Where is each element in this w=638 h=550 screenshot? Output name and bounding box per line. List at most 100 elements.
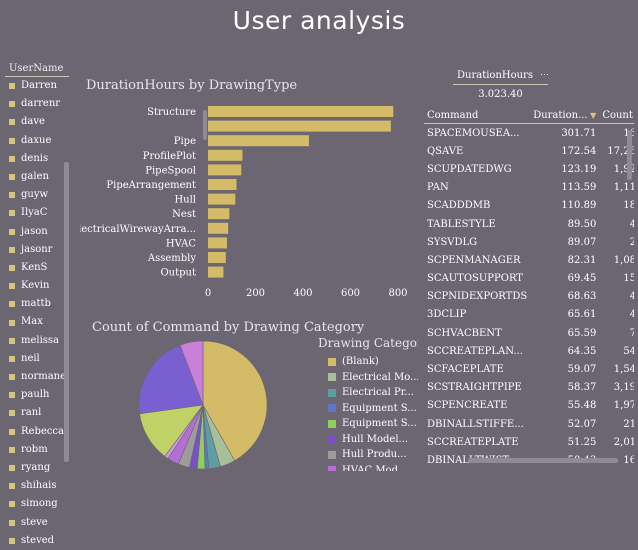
bar[interactable] bbox=[208, 237, 227, 249]
user-slicer-item[interactable]: steve bbox=[5, 514, 69, 532]
bar[interactable] bbox=[208, 164, 242, 176]
column-header-command[interactable]: Command bbox=[424, 108, 531, 124]
more-options-icon[interactable]: ⋯ bbox=[540, 70, 549, 80]
user-slicer-item[interactable]: galen bbox=[5, 168, 69, 186]
bar[interactable] bbox=[208, 149, 243, 161]
checkbox-icon[interactable] bbox=[9, 301, 15, 308]
user-slicer-item[interactable]: Rebecca bbox=[5, 423, 69, 441]
table-horizontal-scrollbar[interactable] bbox=[468, 458, 618, 463]
table-row[interactable]: SCAUTOSUPPORT 69.45 150 bbox=[424, 270, 634, 288]
checkbox-icon[interactable] bbox=[9, 101, 15, 108]
command-table[interactable]: Command Duration... ▼ Count... C SPACEMO… bbox=[424, 108, 634, 463]
checkbox-icon[interactable] bbox=[9, 174, 15, 181]
checkbox-icon[interactable] bbox=[9, 446, 15, 453]
table-row[interactable]: SCFACEPLATE 59.07 1,547 bbox=[424, 360, 634, 378]
table-row[interactable]: SYSVDLG 89.07 22 bbox=[424, 233, 634, 251]
user-slicer-item[interactable]: KenS bbox=[5, 259, 69, 277]
username-scrollbar[interactable] bbox=[64, 162, 69, 462]
checkbox-icon[interactable] bbox=[9, 119, 15, 126]
column-header-count[interactable]: Count... bbox=[599, 108, 634, 124]
user-slicer-item[interactable]: mattb bbox=[5, 295, 69, 313]
legend-item[interactable]: Electrical Mo... bbox=[318, 370, 418, 386]
checkbox-icon[interactable] bbox=[9, 228, 15, 235]
user-slicer-item[interactable]: denis bbox=[5, 150, 69, 168]
pie-slice[interactable] bbox=[179, 340, 204, 406]
table-row[interactable]: TABLESTYLE 89.50 43 bbox=[424, 215, 634, 233]
table-row[interactable]: SCHVACBENT 65.59 79 bbox=[424, 324, 634, 342]
username-list[interactable]: Darren darrenr dave daxue denis galen guyw Ilya… bbox=[5, 77, 69, 550]
checkbox-icon[interactable] bbox=[9, 428, 15, 435]
user-slicer-item[interactable]: simong bbox=[5, 495, 69, 513]
table-vertical-scrollbar[interactable] bbox=[627, 130, 632, 180]
table-row[interactable]: DBINALLSTIFFE... 52.07 219 bbox=[424, 415, 634, 433]
table-row[interactable]: SPACEMOUSEA...301.71167 bbox=[424, 124, 634, 143]
bar-chart-scrollbar[interactable] bbox=[203, 110, 207, 140]
user-slicer-item[interactable]: IlyaC bbox=[5, 204, 69, 222]
checkbox-icon[interactable] bbox=[9, 83, 15, 90]
bar[interactable] bbox=[208, 266, 224, 278]
legend-item[interactable]: Hull Produ... bbox=[318, 447, 418, 463]
table-row[interactable]: SCCREATEPLAN... 64.35 542 bbox=[424, 342, 634, 360]
user-slicer-item[interactable]: paulh bbox=[5, 386, 69, 404]
legend-item[interactable]: Equipment S... bbox=[318, 401, 418, 417]
bar[interactable] bbox=[208, 179, 237, 190]
checkbox-icon[interactable] bbox=[9, 337, 15, 344]
checkbox-icon[interactable] bbox=[9, 355, 15, 362]
user-slicer-item[interactable]: ranl bbox=[5, 404, 69, 422]
user-slicer-item[interactable]: Max bbox=[5, 313, 69, 331]
checkbox-icon[interactable] bbox=[9, 501, 15, 508]
bar[interactable] bbox=[208, 106, 394, 117]
user-slicer-item[interactable]: steved bbox=[5, 532, 69, 550]
legend-item[interactable]: Electrical Pr... bbox=[318, 385, 418, 401]
table-row[interactable]: PAN 113.59 1,118 bbox=[424, 179, 634, 197]
user-slicer-item[interactable]: neil bbox=[5, 350, 69, 368]
table-row[interactable]: SCPENCREATE 55.48 1,971 bbox=[424, 397, 634, 415]
user-slicer-item[interactable]: Kevin bbox=[5, 277, 69, 295]
checkbox-icon[interactable] bbox=[9, 210, 15, 217]
checkbox-icon[interactable] bbox=[9, 137, 15, 144]
bar[interactable] bbox=[208, 135, 309, 147]
legend-item[interactable]: HVAC Mod... bbox=[318, 463, 418, 471]
bar[interactable] bbox=[208, 120, 391, 132]
legend-item[interactable]: Equipment S... bbox=[318, 416, 418, 432]
user-slicer-item[interactable]: shihais bbox=[5, 477, 69, 495]
checkbox-icon[interactable] bbox=[9, 264, 15, 271]
table-row[interactable]: SCPENMANAGER 82.31 1,083 bbox=[424, 251, 634, 269]
user-slicer-item[interactable]: robm bbox=[5, 441, 69, 459]
user-slicer-item[interactable]: melissa bbox=[5, 332, 69, 350]
user-slicer-item[interactable]: jason bbox=[5, 223, 69, 241]
legend-item[interactable]: Hull Model... bbox=[318, 432, 418, 448]
checkbox-icon[interactable] bbox=[9, 155, 15, 162]
table-row[interactable]: SCUPDATEDWG 123.19 1,925 bbox=[424, 160, 634, 178]
checkbox-icon[interactable] bbox=[9, 410, 15, 417]
user-slicer-item[interactable]: ryang bbox=[5, 459, 69, 477]
user-slicer-item[interactable]: daxue bbox=[5, 132, 69, 150]
table-row[interactable]: SCADDDMB 110.89 181 bbox=[424, 197, 634, 215]
checkbox-icon[interactable] bbox=[9, 465, 15, 472]
user-slicer-item[interactable]: guyw bbox=[5, 186, 69, 204]
column-header-duration[interactable]: Duration... ▼ bbox=[530, 108, 600, 124]
user-slicer-item[interactable]: darrenr bbox=[5, 95, 69, 113]
user-slicer-item[interactable]: Darren bbox=[5, 77, 69, 95]
checkbox-icon[interactable] bbox=[9, 283, 15, 290]
bar[interactable] bbox=[208, 208, 230, 220]
user-slicer-item[interactable]: dave bbox=[5, 113, 69, 131]
duration-bar-chart[interactable]: Structure Pipe ProfilePlot PipeSpool PipeArr… bbox=[80, 98, 420, 308]
checkbox-icon[interactable] bbox=[9, 374, 15, 381]
checkbox-icon[interactable] bbox=[9, 483, 15, 490]
user-slicer-item[interactable]: jasonr bbox=[5, 241, 69, 259]
pie-slice[interactable] bbox=[138, 344, 204, 415]
legend-item[interactable]: (Blank) bbox=[318, 354, 418, 370]
checkbox-icon[interactable] bbox=[9, 519, 15, 526]
bar[interactable] bbox=[208, 193, 236, 205]
table-row[interactable]: 3DCLIP 65.61 43 bbox=[424, 306, 634, 324]
checkbox-icon[interactable] bbox=[9, 537, 15, 544]
username-slicer[interactable]: UserName Darren darrenr dave daxue denis gale… bbox=[5, 62, 69, 546]
bar[interactable] bbox=[208, 252, 226, 263]
table-row[interactable]: SCSTRAIGHTPIPE 58.37 3,190 bbox=[424, 379, 634, 397]
checkbox-icon[interactable] bbox=[9, 192, 15, 199]
duration-slicer[interactable]: DurationHours 3.023.40 bbox=[453, 68, 548, 100]
checkbox-icon[interactable] bbox=[9, 319, 15, 326]
command-category-pie[interactable] bbox=[130, 332, 276, 478]
pie-slice[interactable] bbox=[202, 340, 268, 461]
